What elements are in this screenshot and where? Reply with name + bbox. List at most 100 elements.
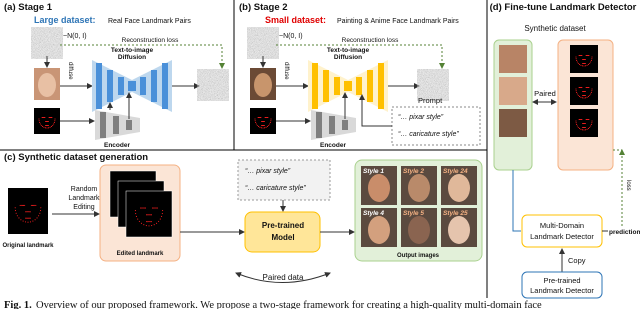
landmark-dot [147, 214, 149, 216]
landmark-dot [153, 207, 155, 209]
landmark-dot [263, 124, 265, 127]
landmark-dot [576, 125, 578, 127]
landmark-dot [577, 126, 579, 128]
edited-label: Edited landmark [117, 251, 164, 257]
landmark-dot [141, 207, 143, 209]
detector-label: Multi-Domain [540, 221, 584, 230]
landmark-dot [154, 207, 156, 209]
model-label: Diffusion [334, 54, 362, 61]
landmark-dot [144, 207, 146, 209]
landmark-dot [591, 56, 593, 58]
paired-arrow [235, 272, 331, 283]
landmark-dot [584, 126, 586, 129]
landmark-dot [14, 210, 16, 212]
landmark-dot [576, 59, 578, 61]
landmark-dot [585, 129, 587, 131]
landmarks [575, 86, 593, 99]
landmark-dot [590, 91, 592, 93]
landmark-dot [156, 207, 158, 209]
landmark-dot [264, 127, 266, 129]
landmark-dot [34, 204, 36, 206]
landmark-dot [588, 86, 590, 89]
landmark-dot [584, 90, 586, 93]
landmark-dot [134, 210, 136, 212]
model-label: Pre-trained [262, 221, 304, 230]
panel-b: (b) Stage 2 Small dataset: Painting & An… [239, 2, 481, 149]
unet-block [378, 63, 384, 109]
encoder [100, 112, 132, 138]
landmark-dot [40, 207, 42, 209]
panel-title: (a) Stage 1 [4, 2, 53, 13]
encoder-block [342, 120, 348, 130]
landmark-dot [577, 62, 579, 64]
encoder-block [100, 112, 106, 138]
landmark-dot [581, 65, 583, 67]
landmark-dot [591, 122, 593, 124]
prompt: “… caricature style” [398, 131, 459, 138]
landmark-dot [575, 120, 577, 122]
unet-block [367, 70, 373, 102]
output-noise [200, 72, 226, 98]
landmark-dot [581, 97, 583, 99]
landmark-dot [162, 210, 164, 212]
landmark-dot [26, 217, 28, 219]
landmark-dot [54, 120, 56, 122]
model-box [244, 211, 321, 253]
landmark-dot [138, 220, 140, 222]
landmark-dot [591, 88, 593, 90]
encoder-block [113, 116, 119, 134]
landmark-dot [150, 221, 152, 223]
face [408, 174, 430, 202]
landmark-dot [39, 123, 41, 125]
landmarks [575, 54, 593, 67]
landmark-dot [584, 122, 586, 125]
landmark-dot [42, 125, 44, 128]
face [368, 216, 390, 244]
landmark-dot [28, 211, 30, 213]
noise-image [34, 30, 60, 56]
editing-label: Landmark [68, 195, 100, 202]
encoder [316, 112, 348, 138]
landmark-dot [150, 214, 152, 216]
landmark-dot [149, 221, 151, 223]
landmark-dot [142, 207, 144, 209]
landmark-dot [53, 123, 55, 125]
landmark-dot [38, 215, 40, 217]
landmark-dot [155, 207, 157, 209]
landmark-dot [591, 90, 593, 92]
copy-label: Copy [568, 256, 586, 265]
landmarks [134, 207, 164, 227]
landmark-dot [24, 221, 27, 223]
editing-label: Random [71, 186, 98, 193]
landmark-dot [590, 61, 592, 63]
output-faces: Style 1 Style 2 Style 24 Style 4 Style 5 Styl… [361, 166, 477, 247]
landmark-dot [28, 217, 30, 219]
landmark-dot [140, 222, 142, 224]
unet [312, 63, 384, 109]
landmark-dot [27, 217, 29, 219]
landmark-dot [27, 221, 29, 223]
landmark-dot [47, 124, 49, 127]
landmark-dot [148, 221, 150, 223]
landmark-dot [32, 220, 34, 222]
landmark-dot [255, 121, 257, 123]
landmark-dot [589, 126, 591, 128]
landmark-dot [22, 204, 25, 206]
landmark-dot [583, 129, 585, 131]
landmark-dot [585, 65, 587, 67]
landmark-dot [581, 54, 583, 57]
landmark-dot [260, 116, 262, 119]
landmark-dot [156, 222, 158, 224]
output-noise [420, 72, 446, 98]
landmark-dot [590, 123, 592, 125]
landmark-dot [586, 96, 588, 98]
landmark-dot [267, 116, 269, 119]
landmark-dot [576, 61, 578, 63]
landmark-dot [47, 120, 49, 123]
landmark-dot [25, 211, 27, 213]
landmark-dot [589, 94, 591, 96]
landmark-dot [31, 204, 34, 206]
landmark-dot [19, 204, 21, 206]
landmark-dot [14, 207, 16, 209]
style-label: Style 2 [403, 168, 424, 175]
